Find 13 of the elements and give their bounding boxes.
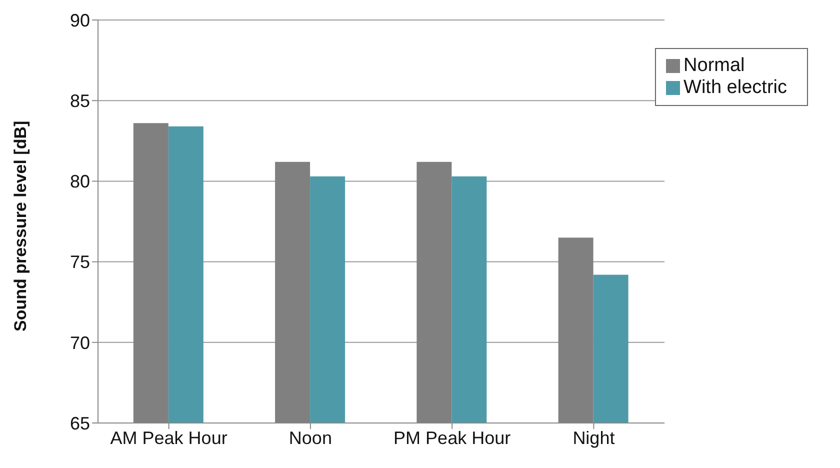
y-tick-label: 85 [70,90,90,111]
x-tick-label: Noon [288,428,332,448]
y-tick-label: 75 [70,252,90,272]
legend-label: Normal [684,55,745,76]
y-tick-label: 90 [70,10,90,30]
x-tick-label: Night [572,428,615,448]
x-tick-label: AM Peak Hour [110,428,228,448]
y-tick-label: 65 [70,413,90,434]
y-tick-label: 70 [70,332,90,353]
legend-label: With electric [684,77,787,98]
y-axis-title: Sound pressure level [dB] [11,120,30,332]
y-tick-label: 80 [70,172,90,192]
x-tick-label: PM Peak Hour [394,428,511,448]
